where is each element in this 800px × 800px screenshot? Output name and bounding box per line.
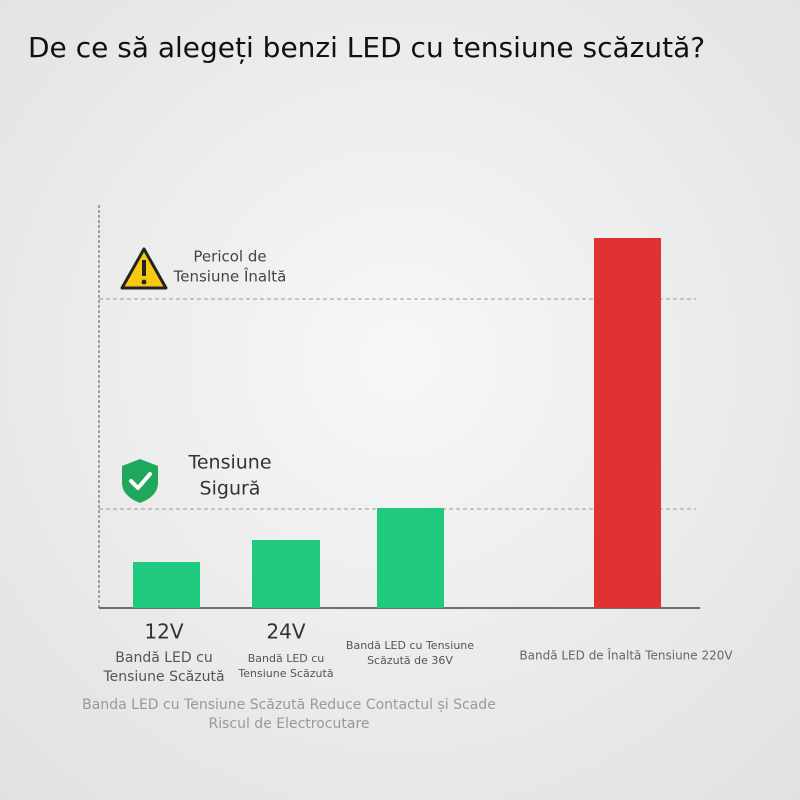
caption: Riscul de Electrocutare (208, 716, 369, 732)
bar (133, 562, 200, 608)
title: De ce să alegeți benzi LED cu tensiune s… (28, 31, 705, 64)
bar-label: Tensiune Scăzută (102, 669, 224, 685)
bar-label: Bandă LED de Înaltă Tensiune 220V (519, 648, 733, 663)
safe-label: Tensiune (187, 452, 271, 474)
bar-label: Tensiune Scăzută (237, 667, 333, 680)
caption: Banda LED cu Tensiune Scăzută Reduce Con… (82, 697, 496, 713)
danger-label: Pericol de (193, 248, 266, 266)
safe-label: Sigură (200, 478, 261, 500)
bar (252, 540, 320, 608)
bar-label: Bandă LED cu Tensiune (346, 639, 474, 652)
bar-label: Scăzută de 36V (367, 654, 453, 667)
warning-icon (120, 247, 168, 290)
bar (594, 238, 661, 608)
shield-icon (122, 459, 158, 503)
bar (377, 508, 444, 608)
voltage-label: 24V (266, 620, 305, 644)
voltage-label: 12V (144, 620, 183, 644)
bar-label: Bandă LED cu (248, 652, 325, 665)
bar-label: Bandă LED cu (115, 650, 212, 666)
danger-label: Tensiune Înaltă (173, 267, 287, 286)
